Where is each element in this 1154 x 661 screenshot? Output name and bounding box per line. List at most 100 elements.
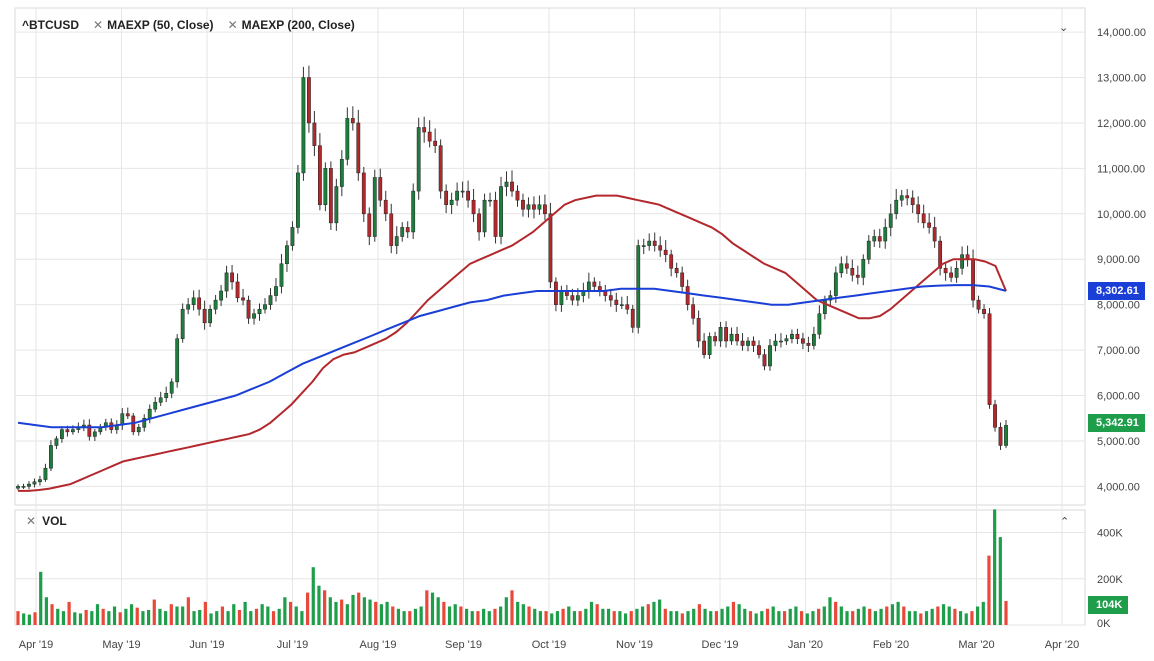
candle-body <box>312 122 317 146</box>
candle-body <box>186 304 191 310</box>
volume-bar <box>345 604 349 625</box>
ma200-line <box>17 284 1007 429</box>
volume-bar <box>606 608 611 625</box>
candle-body <box>916 204 921 215</box>
volume-bar <box>680 613 684 625</box>
candle-body <box>905 195 910 199</box>
volume-bar <box>595 604 599 625</box>
candle-body <box>960 254 964 269</box>
candle-body <box>976 299 981 310</box>
volume-bar <box>493 608 497 625</box>
volume-bar <box>885 606 889 625</box>
volume-bar <box>283 597 287 625</box>
volume-bar <box>618 611 622 625</box>
candle-body <box>987 313 992 405</box>
candle-body <box>619 304 624 306</box>
volume-bar <box>709 611 713 625</box>
candle-body <box>740 340 745 346</box>
remove-ma50-icon[interactable]: ✕ <box>93 18 104 32</box>
candle-body <box>301 77 306 174</box>
volume-bar <box>129 604 134 625</box>
candle-body <box>586 281 591 292</box>
candle-body <box>92 431 97 437</box>
volume-bar <box>362 597 366 625</box>
volume-bar <box>317 585 321 625</box>
candle-body <box>482 199 487 233</box>
candle-body <box>433 140 438 146</box>
volume-bar <box>720 608 724 625</box>
candle-body <box>757 345 761 355</box>
volume-bar <box>311 567 315 625</box>
volume-bar <box>958 611 963 625</box>
candle-body <box>427 131 432 142</box>
candle-body <box>998 427 1003 446</box>
candle-body <box>811 333 816 346</box>
candle-body <box>773 340 778 346</box>
legend-ma200[interactable]: ✕ MAEXP (200, Close) <box>228 18 355 32</box>
candle-body <box>504 181 509 187</box>
candle-body <box>877 236 882 242</box>
candle-body <box>729 333 734 342</box>
volume-bar <box>902 606 906 625</box>
volume-bar <box>862 606 866 625</box>
candle-body <box>861 258 866 278</box>
candle-body <box>806 343 811 346</box>
candle-body <box>663 249 668 255</box>
volume-bar <box>379 604 384 625</box>
candle-body <box>323 168 328 205</box>
candle-body <box>548 213 553 283</box>
volume-bar <box>811 611 815 625</box>
volume-bar <box>834 601 838 625</box>
volume-bar <box>550 613 554 625</box>
candle-body <box>471 199 476 215</box>
candle-body <box>817 313 822 335</box>
volume-bar <box>527 606 531 625</box>
remove-ma200-icon[interactable]: ✕ <box>227 18 238 32</box>
volume-bar <box>907 611 912 625</box>
volume-bar <box>873 611 878 625</box>
volume-bar <box>135 607 139 625</box>
volume-bar <box>90 611 94 625</box>
candle-body <box>54 438 59 446</box>
volume-bar <box>1004 600 1008 625</box>
candle-body <box>883 227 888 242</box>
volume-bar <box>288 601 293 625</box>
candle-body <box>746 340 750 346</box>
volume-bar <box>50 604 54 625</box>
candle-body <box>768 345 772 367</box>
candle-body <box>784 338 789 342</box>
volume-legend-label: VOL <box>42 514 67 528</box>
candle-body <box>394 236 399 246</box>
candle-body <box>762 354 767 367</box>
candle-body <box>27 483 31 487</box>
volume-bar <box>697 604 701 625</box>
ma200-value-badge: 8,302.61 <box>1088 282 1145 300</box>
legend-ma50[interactable]: ✕ MAEXP (50, Close) <box>93 18 214 32</box>
volume-bar <box>425 590 429 625</box>
candle-body <box>378 177 383 201</box>
volume-bar <box>56 608 60 625</box>
candle-body <box>120 413 125 426</box>
volume-bar <box>822 606 826 625</box>
candle-body <box>466 190 470 201</box>
volume-bar <box>998 537 1002 625</box>
volume-bar <box>146 609 151 625</box>
candle-body <box>844 263 849 269</box>
price-tick-label: 4,000.00 <box>1097 481 1140 493</box>
volume-bar <box>640 606 645 625</box>
volume-bar <box>351 594 355 625</box>
collapse-volume-pane-chevron-up-icon[interactable]: ⌃ <box>1060 516 1070 528</box>
volume-bar <box>357 592 361 625</box>
candle-body <box>65 429 70 433</box>
volume-bar <box>788 608 792 625</box>
time-tick-label: Apr '19 <box>19 639 54 651</box>
candle-body <box>400 227 405 237</box>
volume-bar <box>249 611 253 625</box>
candle-body <box>416 127 421 192</box>
candle-body <box>790 333 794 339</box>
volume-bar <box>567 606 571 625</box>
candle-body <box>405 227 410 233</box>
volume-bar <box>930 608 934 625</box>
remove-volume-icon[interactable]: ✕ <box>26 514 37 528</box>
collapse-price-pane-chevron-down-icon[interactable]: ⌄ <box>1059 22 1069 34</box>
